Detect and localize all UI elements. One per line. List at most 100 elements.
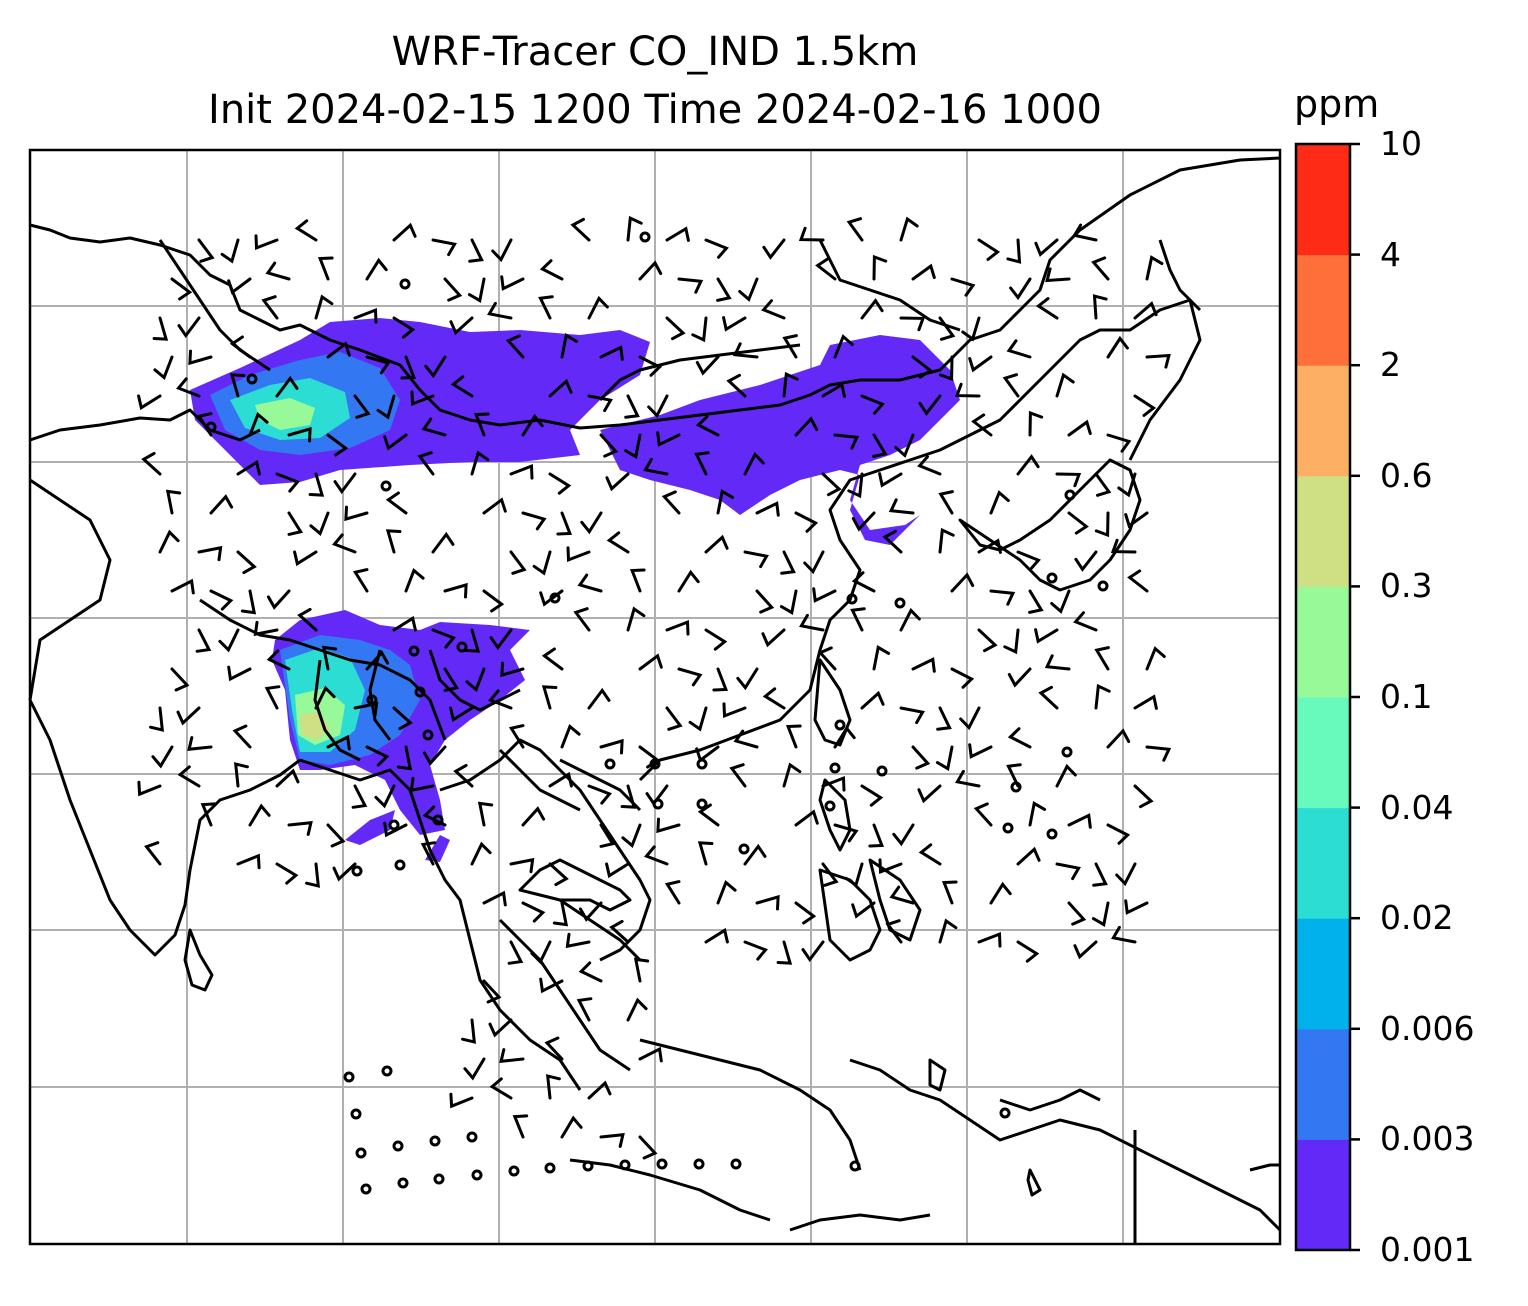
wind-barb — [420, 841, 437, 866]
wind-barb — [1073, 611, 1098, 632]
wind-barb — [1094, 683, 1111, 710]
wind-barb — [935, 745, 954, 771]
wind-barb — [688, 706, 708, 732]
wind-barb — [365, 257, 388, 281]
wind-barb — [450, 375, 474, 398]
wind-barb — [1124, 899, 1149, 915]
wind-barb — [570, 217, 591, 242]
wind-barb — [1145, 646, 1166, 671]
wind-barb — [938, 355, 954, 382]
colorbar-tick-label: 4 — [1380, 234, 1401, 274]
wind-barb — [351, 784, 368, 809]
wind-barb — [677, 277, 704, 294]
colorbar-tick-label: 0.6 — [1380, 455, 1433, 495]
wind-barb — [1106, 728, 1131, 749]
wind-barb — [697, 841, 714, 866]
wind-barb — [587, 1080, 612, 1100]
wind-barb — [170, 578, 195, 595]
wind-barb — [578, 901, 603, 922]
wind-barb — [704, 534, 729, 554]
wind-barb — [1002, 373, 1020, 398]
wind-barb — [1110, 538, 1137, 554]
wind-barb — [560, 1115, 583, 1139]
wind-barb — [1016, 454, 1040, 476]
wind-barb — [326, 341, 351, 359]
wind-barb — [365, 355, 391, 375]
wind-barb — [326, 823, 346, 848]
wind-barb — [287, 511, 304, 536]
wind-barb — [396, 745, 413, 771]
wind-barb — [1028, 589, 1044, 614]
colorbar-tick-label: 0.04 — [1380, 787, 1454, 827]
wind-barb — [950, 572, 975, 593]
wind-barb — [638, 355, 663, 377]
wind-barb — [665, 706, 683, 731]
wind-barb — [1006, 339, 1032, 359]
wind-barb — [422, 745, 447, 766]
wind-barb — [509, 857, 535, 874]
wind-barb — [665, 619, 690, 636]
wind-barb — [176, 706, 201, 726]
wind-barb — [803, 550, 825, 575]
wind-barb — [776, 940, 793, 965]
wind-barb — [500, 275, 525, 291]
wind-barb — [794, 901, 817, 925]
wind-barb — [477, 801, 494, 827]
wind-barb — [950, 667, 975, 689]
wind-barb — [421, 417, 447, 437]
wind-barb — [911, 263, 936, 281]
wind-barb — [464, 628, 481, 653]
wind-barb — [578, 961, 603, 983]
wind-barb — [449, 706, 474, 723]
colorbar-tick-label: 0.02 — [1380, 898, 1454, 938]
wind-barb — [548, 771, 573, 788]
wind-barb — [1094, 646, 1110, 671]
colorbar-tick-label: 10 — [1380, 124, 1422, 163]
wind-barb — [580, 511, 603, 535]
wind-barb — [599, 1132, 625, 1148]
wind-barb — [736, 667, 759, 691]
wind-barb — [488, 1018, 513, 1038]
wind-barb — [782, 334, 798, 359]
wind-barb — [227, 665, 252, 682]
wind-barb — [733, 729, 759, 749]
wind-barb — [892, 823, 915, 847]
wind-barb — [248, 412, 269, 437]
wind-barb — [509, 463, 534, 480]
wind-barb — [794, 809, 819, 827]
wind-barb — [968, 743, 993, 759]
wind-barb — [722, 702, 747, 719]
wind-barb — [314, 294, 334, 320]
wind-barb — [453, 763, 474, 788]
wind-barb — [265, 261, 291, 281]
wind-barb — [656, 817, 681, 834]
wind-barb — [197, 238, 215, 263]
wind-barb — [917, 784, 942, 804]
wind-barb — [623, 433, 642, 459]
wind-barb — [461, 1018, 477, 1044]
wind-barb — [144, 841, 162, 866]
wind-barb — [491, 238, 513, 263]
wind-barb — [1044, 654, 1071, 671]
colorbar-bin — [1296, 586, 1350, 698]
wind-barb — [209, 494, 234, 515]
wind-barb — [732, 342, 759, 359]
wind-barb — [712, 667, 729, 692]
wind-barb — [899, 706, 925, 725]
wind-barb — [170, 277, 193, 301]
wind-barb — [530, 940, 552, 965]
wind-barb — [353, 394, 371, 419]
wind-barb — [695, 415, 720, 437]
wind-barb — [1034, 628, 1059, 644]
wind-barb — [941, 880, 958, 905]
wind-barb — [599, 433, 619, 458]
wind-barb — [587, 295, 609, 320]
wind-barb — [704, 927, 729, 944]
wind-barb — [587, 784, 612, 805]
wind-barb — [606, 531, 630, 554]
wind-barb — [482, 497, 507, 515]
wind-barb — [1006, 763, 1022, 788]
wind-barb — [860, 394, 885, 415]
plume-north-east — [600, 335, 960, 545]
